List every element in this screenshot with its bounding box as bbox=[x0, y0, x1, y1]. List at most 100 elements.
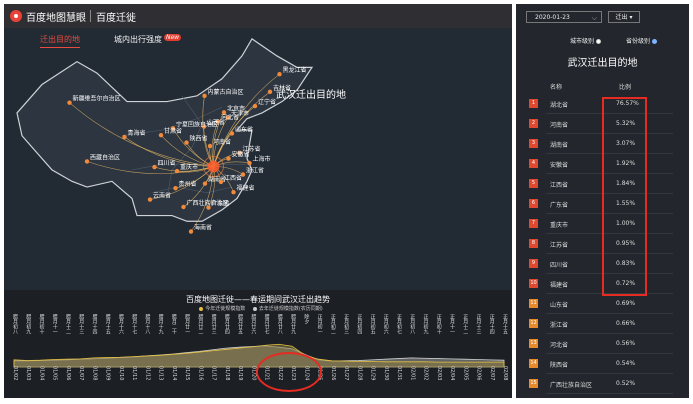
date-picker[interactable]: 2020-01-23 ⌵ bbox=[526, 11, 602, 23]
radio-province-level[interactable]: 省份级别 bbox=[626, 36, 658, 45]
city-dot[interactable] bbox=[207, 143, 213, 149]
city-dot[interactable] bbox=[122, 134, 127, 140]
city-dot[interactable] bbox=[202, 93, 207, 99]
city-dot[interactable] bbox=[67, 100, 72, 105]
city-dot[interactable] bbox=[173, 185, 178, 191]
province-name: 浙江省 bbox=[550, 322, 569, 329]
legend-label-this-year[interactable]: 今年迁徙规模指数 bbox=[205, 306, 246, 312]
rank-badge: 5 bbox=[529, 179, 538, 188]
date-label[interactable]: 01/18 bbox=[223, 366, 230, 381]
city-dot[interactable] bbox=[201, 124, 207, 129]
city-dot[interactable] bbox=[226, 156, 231, 161]
city-dot[interactable] bbox=[225, 115, 231, 120]
date-label[interactable]: 01/08 bbox=[91, 366, 98, 381]
date-label[interactable]: 01/30 bbox=[382, 366, 389, 381]
city-dot[interactable] bbox=[174, 168, 180, 174]
city-dot[interactable] bbox=[158, 132, 164, 138]
ranking-row[interactable]: 4 安徽省 1.92% bbox=[516, 154, 689, 174]
city-dot[interactable] bbox=[231, 189, 236, 195]
date-label[interactable]: 01/26 bbox=[329, 366, 336, 381]
city-dot[interactable] bbox=[84, 159, 90, 164]
city-dot[interactable] bbox=[215, 119, 221, 124]
city-dot[interactable] bbox=[152, 164, 157, 170]
date-label[interactable]: 01/14 bbox=[170, 366, 177, 381]
city-dot[interactable] bbox=[229, 131, 235, 136]
date-label[interactable]: 01/09 bbox=[104, 366, 111, 381]
date-label[interactable]: 01/02 bbox=[12, 366, 18, 381]
city-label: 江苏省 bbox=[243, 145, 261, 153]
ranking-row[interactable]: 10 福建省 0.72% bbox=[516, 274, 689, 294]
city-dot[interactable] bbox=[237, 150, 242, 156]
ranking-row[interactable]: 15 广西壮族自治区 0.52% bbox=[516, 374, 689, 394]
date-label[interactable]: 01/13 bbox=[157, 366, 164, 381]
date-label[interactable]: 01/12 bbox=[144, 366, 151, 381]
date-label[interactable]: 02/06 bbox=[475, 366, 482, 381]
city-dot[interactable] bbox=[277, 71, 282, 77]
ranking-row[interactable]: 9 四川省 0.83% bbox=[516, 254, 689, 274]
city-dot[interactable] bbox=[188, 229, 194, 234]
tab-destination[interactable]: 迁出目的地 bbox=[40, 34, 80, 48]
legend-label-last-year[interactable]: 去年迁徙规模指数(农历同期) bbox=[258, 306, 323, 312]
origin-wuhan-dot[interactable] bbox=[207, 160, 220, 173]
date-label[interactable]: 01/31 bbox=[396, 366, 403, 381]
date-label[interactable]: 01/17 bbox=[210, 366, 217, 381]
direction-select[interactable]: 迁出 ▾ bbox=[608, 11, 640, 23]
ranking-row[interactable]: 14 陕西省 0.54% bbox=[516, 354, 689, 374]
city-label: 山西省 bbox=[207, 119, 225, 127]
ranking-row[interactable]: 1 湖北省 76.57% bbox=[516, 94, 689, 114]
radio-city-level[interactable]: 城市级别 bbox=[570, 36, 602, 45]
date-label[interactable]: 01/29 bbox=[369, 366, 376, 381]
city-dot[interactable] bbox=[181, 204, 186, 210]
ranking-row[interactable]: 2 河南省 5.32% bbox=[516, 114, 689, 134]
date-label[interactable]: 01/06 bbox=[64, 366, 71, 381]
date-label[interactable]: 01/15 bbox=[184, 366, 191, 381]
date-label[interactable]: 02/07 bbox=[488, 366, 495, 381]
date-label[interactable]: 01/16 bbox=[197, 366, 204, 381]
date-label[interactable]: 01/19 bbox=[237, 366, 244, 381]
ranking-row[interactable]: 12 浙江省 0.66% bbox=[516, 314, 689, 334]
city-dot[interactable] bbox=[240, 172, 246, 177]
ranking-row[interactable]: 6 广东省 1.55% bbox=[516, 194, 689, 214]
date-label[interactable]: 01/20 bbox=[250, 366, 257, 381]
city-dot[interactable] bbox=[252, 103, 258, 109]
date-label[interactable]: 01/05 bbox=[51, 366, 58, 381]
date-label[interactable]: 02/02 bbox=[422, 366, 429, 381]
date-label[interactable]: 01/10 bbox=[117, 366, 124, 381]
date-label[interactable]: 02/04 bbox=[449, 366, 456, 381]
ranking-row[interactable]: 3 湖南省 3.07% bbox=[516, 134, 689, 154]
city-dot[interactable] bbox=[218, 179, 224, 185]
date-label[interactable]: 01/04 bbox=[38, 366, 45, 381]
city-dot[interactable] bbox=[147, 197, 153, 202]
city-dot[interactable] bbox=[247, 160, 252, 166]
migration-map[interactable]: 黑龙江省 吉林省 辽宁省 内蒙古自治区 北京市 天津市 河北省 山西省 山东省 河南省 陕西省 宁夏回… bbox=[4, 28, 512, 290]
date-label[interactable]: 01/11 bbox=[131, 366, 138, 381]
brand-name[interactable]: 百度地图慧眼 bbox=[26, 13, 86, 24]
ranking-row[interactable]: 13 河北省 0.56% bbox=[516, 334, 689, 354]
date-label[interactable]: 01/03 bbox=[25, 366, 32, 381]
date-label[interactable]: 02/01 bbox=[409, 366, 416, 381]
date-label[interactable]: 02/05 bbox=[462, 366, 469, 381]
date-label[interactable]: 01/07 bbox=[78, 366, 85, 381]
date-label[interactable]: 02/08 bbox=[502, 366, 508, 381]
product-name[interactable]: 百度迁徙 bbox=[96, 13, 136, 24]
city-dot[interactable] bbox=[221, 110, 227, 115]
city-dot[interactable] bbox=[184, 140, 189, 145]
ranking-row[interactable]: 7 重庆市 1.00% bbox=[516, 214, 689, 234]
province-name: 安徽省 bbox=[550, 162, 569, 169]
city-dot[interactable] bbox=[206, 205, 211, 210]
date-label[interactable]: 02/03 bbox=[435, 366, 442, 381]
city-dot[interactable] bbox=[267, 89, 273, 95]
ranking-row[interactable]: 11 山东省 0.69% bbox=[516, 294, 689, 314]
date-label[interactable]: 01/27 bbox=[343, 366, 350, 381]
ranking-row[interactable]: 8 江苏省 0.95% bbox=[516, 234, 689, 254]
city-dot[interactable] bbox=[202, 181, 208, 186]
ranking-row[interactable]: 5 江西省 1.84% bbox=[516, 174, 689, 194]
date-label[interactable]: 01/28 bbox=[356, 366, 363, 381]
rank-badge: 12 bbox=[529, 319, 538, 328]
trend-area-chart[interactable] bbox=[8, 340, 508, 368]
tab-city-travel-intensity[interactable]: 城内出行强度 bbox=[114, 35, 162, 44]
city-dot[interactable] bbox=[170, 126, 176, 131]
radio-province-level-label: 省份级别 bbox=[626, 38, 651, 45]
